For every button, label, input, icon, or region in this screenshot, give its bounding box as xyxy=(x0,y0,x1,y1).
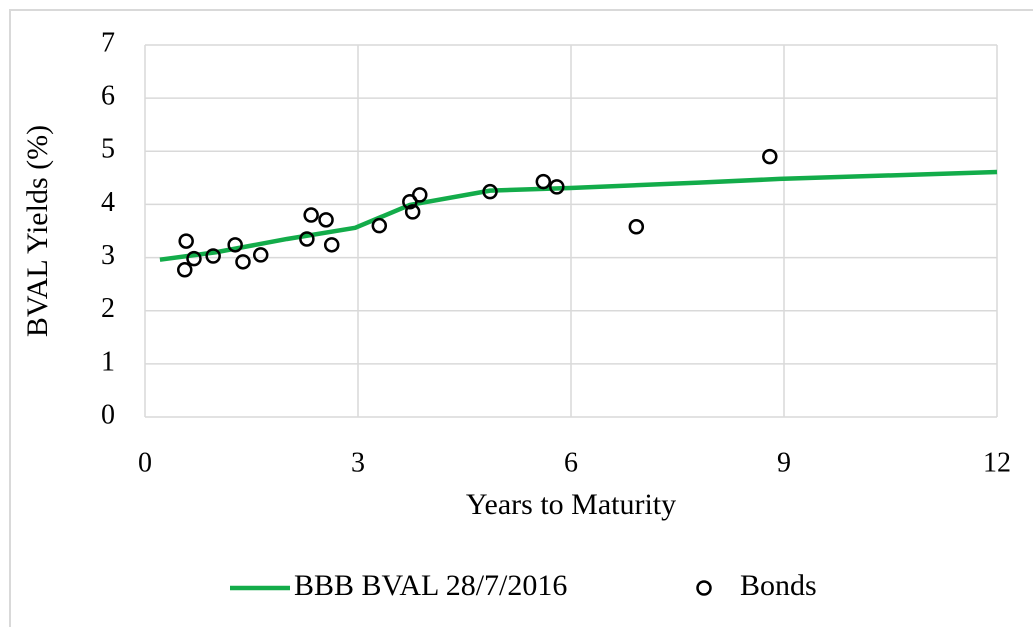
scatter-point xyxy=(177,262,193,278)
y-tick-label: 0 xyxy=(101,399,115,430)
scatter-point xyxy=(628,218,645,235)
legend-swatch xyxy=(696,580,712,596)
x-axis-title: Years to Maturity xyxy=(466,488,676,521)
legend-label: BBB BVAL 28/7/2016 xyxy=(294,569,567,602)
scatter-point xyxy=(178,233,194,249)
scatter-point xyxy=(227,237,243,253)
y-tick-label: 5 xyxy=(101,134,115,165)
scatter-point xyxy=(186,250,202,267)
scatter-point xyxy=(318,212,334,228)
scatter-point xyxy=(235,254,251,270)
y-axis-title: BVAL Yields (%) xyxy=(21,125,54,337)
scatter-point xyxy=(404,204,421,220)
scatter-point xyxy=(412,187,428,203)
scatter-point xyxy=(299,231,315,247)
scatter-point xyxy=(549,179,565,195)
y-tick-label: 4 xyxy=(101,187,115,218)
scatter-point xyxy=(205,248,221,264)
scatter-point xyxy=(323,237,340,253)
y-tick-label: 3 xyxy=(101,240,115,271)
y-tick-label: 2 xyxy=(101,293,115,324)
x-tick-label: 3 xyxy=(351,447,365,478)
scatter-point xyxy=(482,183,498,200)
scatter-point xyxy=(762,148,778,165)
y-tick-label: 1 xyxy=(101,346,115,377)
y-tick-label: 6 xyxy=(101,81,115,112)
scatter-point xyxy=(371,217,388,234)
y-tick-label: 7 xyxy=(101,27,115,58)
data-line xyxy=(159,169,998,262)
scatter-point xyxy=(535,173,552,190)
chart-frame xyxy=(9,9,1033,627)
x-tick-label: 0 xyxy=(138,447,152,478)
legend-label: Bonds xyxy=(740,569,817,602)
scatter-point xyxy=(303,207,319,223)
x-tick-label: 6 xyxy=(564,447,578,478)
x-tick-label: 12 xyxy=(983,447,1011,478)
x-tick-label: 9 xyxy=(777,447,791,478)
scatter-point xyxy=(252,247,269,263)
